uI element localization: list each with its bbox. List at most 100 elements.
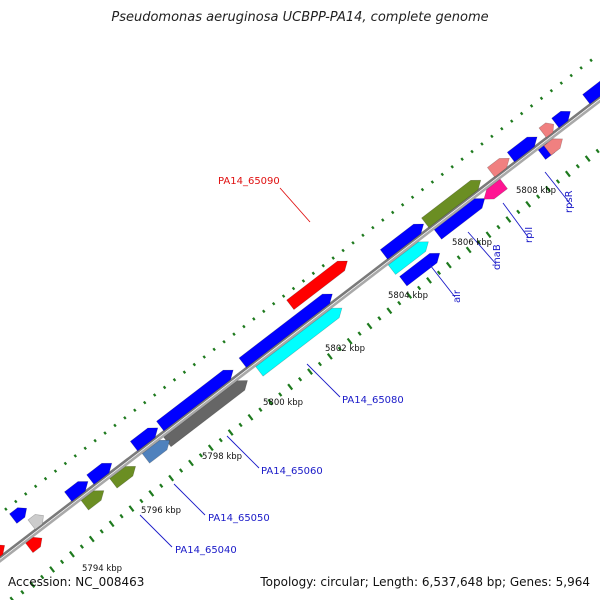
gene-label: dnaB xyxy=(492,244,503,270)
gene-feature xyxy=(64,481,89,502)
gene-feature xyxy=(483,178,508,200)
tick-mark xyxy=(595,148,600,154)
tick-mark xyxy=(575,163,580,169)
tick-mark xyxy=(14,499,18,504)
tick-mark xyxy=(113,423,117,428)
tick-mark xyxy=(341,248,345,253)
tick-mark xyxy=(152,393,157,397)
gene-features xyxy=(0,80,600,557)
tick-mark xyxy=(40,574,45,580)
gene-feature xyxy=(27,514,44,530)
tick-mark xyxy=(331,256,335,260)
gene-feature xyxy=(387,241,429,275)
tick-mark xyxy=(148,489,155,497)
label-connector xyxy=(467,231,497,265)
tick-marks xyxy=(4,58,600,600)
label-connector xyxy=(544,171,573,207)
tick-mark xyxy=(182,370,187,374)
tick-mark xyxy=(178,468,184,473)
tick-mark xyxy=(357,331,362,336)
tick-mark xyxy=(346,337,353,345)
gene-feature xyxy=(109,466,137,489)
tick-mark xyxy=(460,157,464,161)
tick-mark xyxy=(311,271,316,276)
scale-label: 5794 kbp xyxy=(82,564,122,574)
tick-mark xyxy=(123,416,127,420)
tick-mark xyxy=(139,498,144,504)
tick-mark xyxy=(579,66,583,70)
tick-mark xyxy=(485,231,492,239)
tick-mark xyxy=(143,400,147,405)
tick-mark xyxy=(73,454,78,458)
tick-mark xyxy=(539,96,544,101)
tick-mark xyxy=(258,407,263,412)
tick-mark xyxy=(406,292,413,299)
tick-mark xyxy=(545,185,551,193)
tick-mark xyxy=(381,218,385,222)
tick-mark xyxy=(410,195,415,200)
scale-label: 5796 kbp xyxy=(141,506,181,516)
genome-summary: Topology: circular; Length: 6,537,648 bp… xyxy=(260,575,590,589)
tick-mark xyxy=(386,307,393,315)
gene-feature xyxy=(86,462,113,485)
backbone-line xyxy=(0,95,600,559)
tick-mark xyxy=(351,241,355,245)
tick-mark xyxy=(397,300,402,306)
tick-mark xyxy=(559,81,564,85)
scale-label: 5802 kbp xyxy=(325,344,365,354)
tick-mark xyxy=(63,461,68,466)
tick-mark xyxy=(133,408,137,413)
tick-mark xyxy=(440,172,445,177)
gene-feature xyxy=(238,293,333,368)
tick-mark xyxy=(417,285,422,291)
scale-label: 5804 kbp xyxy=(388,291,428,301)
tick-mark xyxy=(519,111,524,116)
tick-mark xyxy=(470,149,474,154)
label-connector xyxy=(173,483,206,516)
backbone-line xyxy=(0,99,600,563)
tick-mark xyxy=(436,270,442,276)
gene-label: alr xyxy=(452,289,463,303)
tick-mark xyxy=(20,590,25,595)
tick-mark xyxy=(4,507,8,511)
tick-mark xyxy=(291,286,296,291)
label-connectors xyxy=(139,171,573,548)
tick-mark xyxy=(496,224,501,230)
tick-mark xyxy=(326,353,333,360)
gene-feature xyxy=(255,307,343,377)
gene-label: PA14_65060 xyxy=(261,466,323,477)
tick-mark xyxy=(202,355,206,359)
label-connector xyxy=(226,435,260,469)
tick-mark xyxy=(232,332,236,336)
tick-mark xyxy=(128,505,135,512)
scale-label: 5798 kbp xyxy=(202,452,242,462)
gene-feature xyxy=(0,544,6,557)
tick-mark xyxy=(505,216,512,223)
tick-mark xyxy=(271,301,276,306)
gene-feature xyxy=(129,427,159,452)
tick-mark xyxy=(198,453,203,458)
tick-mark xyxy=(238,422,243,428)
tick-mark xyxy=(49,566,56,573)
tick-mark xyxy=(59,559,65,565)
gene-feature xyxy=(379,223,425,260)
gene-feature xyxy=(9,507,28,524)
tick-mark xyxy=(589,58,593,63)
gene-feature xyxy=(25,536,43,554)
tick-mark xyxy=(222,339,226,344)
gene-label: PA14_65090 xyxy=(218,176,280,187)
tick-mark xyxy=(159,483,164,489)
tick-mark xyxy=(88,535,95,543)
tick-mark xyxy=(69,550,75,558)
tick-mark xyxy=(108,520,115,528)
tick-mark xyxy=(337,346,342,352)
tick-mark xyxy=(456,255,461,260)
tick-mark xyxy=(450,165,454,169)
gene-feature xyxy=(551,110,571,129)
tick-mark xyxy=(529,104,534,108)
label-connector xyxy=(502,202,529,238)
label-connector xyxy=(139,514,173,548)
tick-mark xyxy=(281,294,286,298)
label-connector xyxy=(306,363,341,398)
